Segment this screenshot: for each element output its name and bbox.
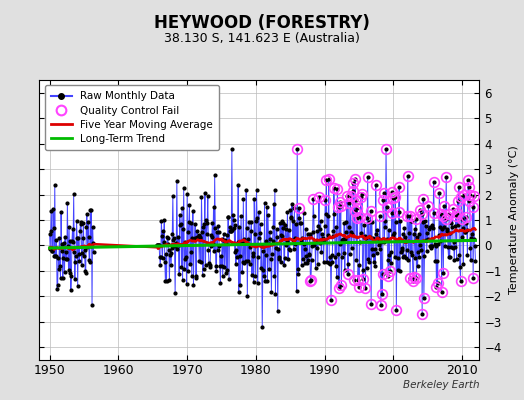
Text: 38.130 S, 141.623 E (Australia): 38.130 S, 141.623 E (Australia) <box>164 32 360 45</box>
Y-axis label: Temperature Anomaly (°C): Temperature Anomaly (°C) <box>509 146 519 294</box>
Text: Berkeley Earth: Berkeley Earth <box>403 380 479 390</box>
Text: HEYWOOD (FORESTRY): HEYWOOD (FORESTRY) <box>154 14 370 32</box>
Legend: Raw Monthly Data, Quality Control Fail, Five Year Moving Average, Long-Term Tren: Raw Monthly Data, Quality Control Fail, … <box>45 85 219 150</box>
